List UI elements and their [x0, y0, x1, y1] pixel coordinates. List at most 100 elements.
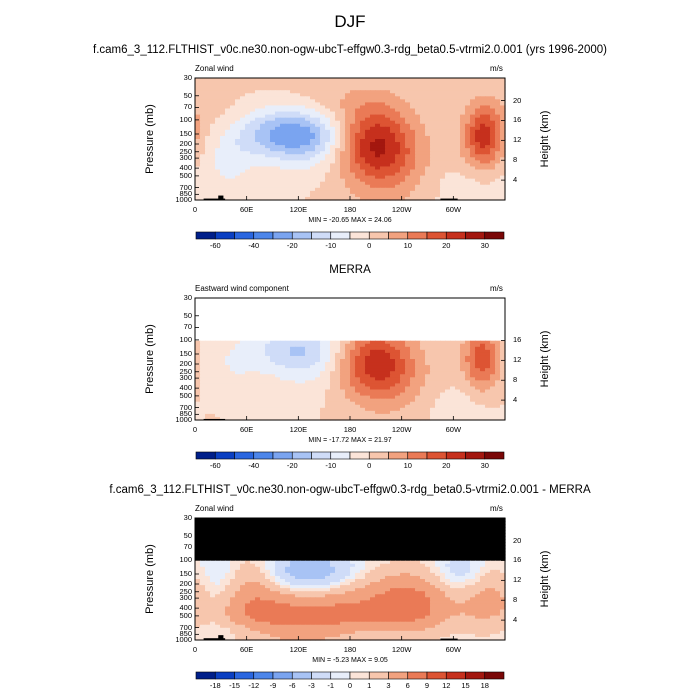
- field-cell: [255, 151, 261, 155]
- field-cell: [300, 157, 306, 161]
- field-cell: [255, 304, 261, 308]
- field-cell: [430, 84, 436, 88]
- field-cell: [355, 120, 361, 125]
- field-cell: [280, 105, 286, 110]
- field-cell: [345, 404, 351, 409]
- field-cell: [340, 90, 346, 94]
- field-cell: [310, 337, 316, 342]
- field-cell: [215, 142, 221, 146]
- field-cell: [340, 316, 346, 320]
- field-cell: [410, 407, 416, 412]
- field-cell: [345, 139, 351, 143]
- field-cell: [240, 401, 246, 406]
- field-cell: [260, 413, 266, 418]
- field-cell: [210, 355, 216, 360]
- field-cell: [480, 105, 486, 110]
- field-cell: [365, 355, 371, 360]
- field-cell: [470, 410, 476, 415]
- field-cell: [460, 157, 466, 161]
- field-cell: [245, 352, 251, 357]
- field-cell: [375, 90, 381, 94]
- field-cell: [245, 355, 251, 360]
- field-cell: [485, 157, 491, 161]
- field-cell: [285, 322, 291, 327]
- field-cell: [290, 331, 296, 336]
- field-cell: [375, 365, 381, 369]
- field-cell: [275, 175, 281, 180]
- field-cell: [265, 325, 271, 330]
- field-cell: [280, 401, 286, 406]
- field-cell: [395, 178, 401, 183]
- field-cell: [265, 139, 271, 143]
- field-cell: [340, 178, 346, 183]
- field-cell: [270, 96, 276, 100]
- field-cell: [200, 377, 206, 381]
- field-cell: [375, 386, 381, 391]
- field-cell: [365, 340, 371, 345]
- field-cell: [220, 96, 226, 100]
- field-cell: [485, 84, 491, 88]
- field-cell: [245, 148, 251, 152]
- field-cell: [360, 93, 366, 97]
- field-cell: [340, 84, 346, 88]
- field-cell: [200, 105, 206, 110]
- field-cell: [220, 87, 226, 91]
- field-cell: [310, 105, 316, 110]
- field-cell: [245, 389, 251, 394]
- field-cell: [230, 93, 236, 97]
- field-cell: [310, 193, 316, 198]
- colorbar-swatch: [195, 231, 216, 240]
- field-cell: [315, 181, 321, 186]
- field-cell: [200, 84, 206, 88]
- field-cell: [260, 374, 266, 378]
- field-cell: [405, 99, 411, 103]
- field-cell: [240, 96, 246, 100]
- field-cell: [495, 187, 501, 192]
- field-cell: [490, 374, 496, 378]
- field-cell: [250, 187, 256, 192]
- field-cell: [325, 190, 331, 195]
- field-cell: [290, 196, 296, 201]
- field-cell: [495, 398, 501, 403]
- field-cell: [270, 365, 276, 369]
- terrain-block: [440, 198, 458, 200]
- field-cell: [455, 386, 461, 391]
- field-cell: [365, 178, 371, 183]
- field-cell: [440, 304, 446, 308]
- field-cell: [390, 181, 396, 186]
- field-cell: [485, 368, 491, 372]
- field-cell: [235, 193, 241, 198]
- field-cell: [205, 90, 211, 94]
- field-cell: [310, 331, 316, 336]
- field-cell: [240, 337, 246, 342]
- field-cell: [365, 105, 371, 110]
- field-cell: [290, 352, 296, 357]
- field-cell: [445, 96, 451, 100]
- field-cell: [455, 316, 461, 320]
- field-cell: [410, 410, 416, 415]
- field-cell: [350, 383, 356, 388]
- field-cell: [345, 334, 351, 339]
- field-cell: [465, 389, 471, 394]
- field-cell: [405, 81, 411, 85]
- field-cell: [465, 111, 471, 116]
- colorbar-swatch: [368, 231, 389, 240]
- field-cell: [465, 178, 471, 183]
- field-cell: [245, 81, 251, 85]
- field-cell: [445, 102, 451, 107]
- field-cell: [490, 105, 496, 110]
- field-cell: [480, 395, 486, 400]
- field-cell: [310, 322, 316, 327]
- field-cell: [455, 328, 461, 333]
- field-cell: [280, 322, 286, 327]
- field-cell: [380, 135, 386, 140]
- field-cell: [320, 410, 326, 415]
- field-cell: [370, 126, 376, 131]
- field-cell: [200, 319, 206, 323]
- field-cell: [265, 93, 271, 97]
- field-cell: [345, 325, 351, 330]
- field-cell: [460, 148, 466, 152]
- field-cell: [380, 307, 386, 311]
- field-cell: [415, 337, 421, 342]
- field-cell: [300, 145, 306, 149]
